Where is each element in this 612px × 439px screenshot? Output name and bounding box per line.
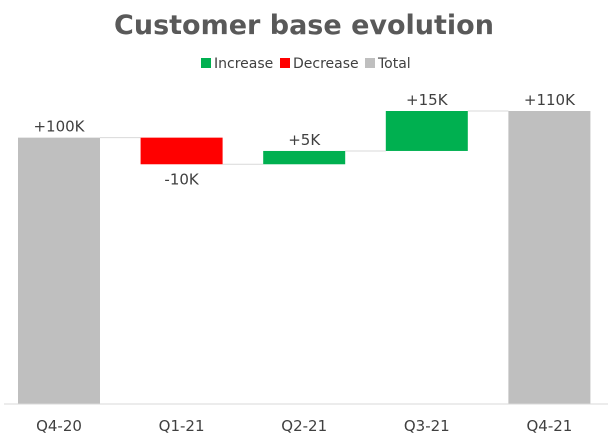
- x-tick-label: Q4-21: [526, 417, 572, 435]
- x-tick-label: Q2-21: [281, 417, 327, 435]
- data-labels: +100K -10K +5K +15K +110K: [33, 91, 576, 188]
- legend-swatch-total: [365, 58, 375, 68]
- legend-label-decrease: Decrease: [293, 56, 359, 72]
- data-label: +15K: [406, 91, 449, 109]
- data-label: +110K: [524, 91, 576, 109]
- data-label: +100K: [33, 118, 85, 136]
- legend-swatch-increase: [201, 58, 211, 68]
- data-label: -10K: [164, 170, 199, 188]
- data-label: +5K: [288, 131, 321, 149]
- bar-q1-21: [140, 137, 223, 165]
- bar-q4-20: [18, 137, 100, 405]
- bar-q4-21: [508, 111, 591, 404]
- bar-q3-21: [385, 111, 468, 151]
- legend: Increase Decrease Total: [201, 56, 411, 72]
- legend-swatch-decrease: [280, 58, 290, 68]
- x-tick-labels: Q4-20 Q1-21 Q2-21 Q3-21 Q4-21: [36, 417, 572, 435]
- bar-q2-21: [263, 150, 346, 165]
- connector-lines: [100, 110, 509, 165]
- bars: [18, 111, 591, 405]
- legend-label-increase: Increase: [214, 56, 273, 72]
- x-tick-label: Q4-20: [36, 417, 82, 435]
- chart-title: Customer base evolution: [114, 10, 494, 41]
- legend-label-total: Total: [377, 56, 411, 72]
- x-tick-label: Q3-21: [404, 417, 450, 435]
- x-tick-label: Q1-21: [159, 417, 205, 435]
